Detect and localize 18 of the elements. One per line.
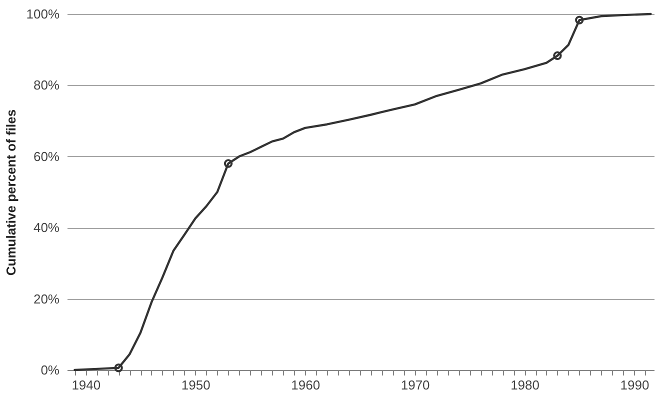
y-tick-label: 60% (33, 148, 60, 164)
x-tick-label: 1960 (291, 378, 320, 392)
y-tick-label: 0% (40, 362, 60, 378)
y-tick-label: 100% (26, 6, 60, 22)
line-series (74, 12, 652, 372)
y-axis-title: Cumulative percent of files (3, 109, 18, 276)
x-tick-label: 1950 (181, 378, 210, 392)
point (575, 16, 584, 24)
y-tick-label: 40% (33, 220, 60, 236)
point (553, 51, 562, 60)
x-tick-label: 1940 (72, 378, 101, 392)
x-tick-label: 1990 (620, 378, 650, 392)
point (114, 364, 123, 372)
y-tick-label: 20% (33, 291, 60, 306)
y-tick-label: 80% (33, 78, 60, 93)
point (224, 159, 233, 168)
x-tick-label: 1980 (510, 378, 540, 392)
x-tick-label: 1970 (400, 378, 430, 392)
